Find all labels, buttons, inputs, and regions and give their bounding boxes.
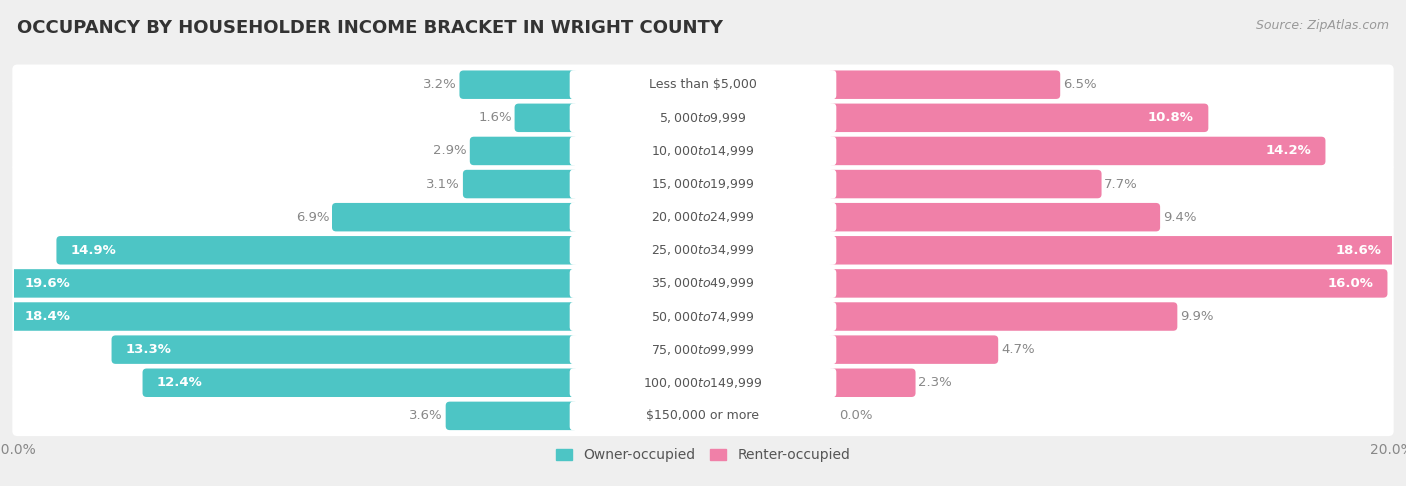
FancyBboxPatch shape bbox=[446, 401, 578, 430]
Text: 12.4%: 12.4% bbox=[157, 376, 202, 389]
Text: 18.6%: 18.6% bbox=[1336, 244, 1382, 257]
FancyBboxPatch shape bbox=[463, 170, 578, 198]
FancyBboxPatch shape bbox=[828, 203, 1160, 231]
Text: 3.2%: 3.2% bbox=[423, 78, 457, 91]
Text: 2.3%: 2.3% bbox=[918, 376, 952, 389]
FancyBboxPatch shape bbox=[828, 302, 1177, 331]
Text: 14.2%: 14.2% bbox=[1265, 144, 1310, 157]
FancyBboxPatch shape bbox=[10, 302, 578, 331]
FancyBboxPatch shape bbox=[569, 335, 837, 364]
FancyBboxPatch shape bbox=[13, 263, 1393, 304]
FancyBboxPatch shape bbox=[13, 230, 1393, 271]
Text: 6.9%: 6.9% bbox=[295, 210, 329, 224]
Text: 6.5%: 6.5% bbox=[1063, 78, 1097, 91]
FancyBboxPatch shape bbox=[569, 170, 837, 199]
Text: 16.0%: 16.0% bbox=[1327, 277, 1374, 290]
Text: 2.9%: 2.9% bbox=[433, 144, 467, 157]
Text: Less than $5,000: Less than $5,000 bbox=[650, 78, 756, 91]
Text: 9.9%: 9.9% bbox=[1180, 310, 1213, 323]
Text: 19.6%: 19.6% bbox=[24, 277, 70, 290]
FancyBboxPatch shape bbox=[470, 137, 578, 165]
FancyBboxPatch shape bbox=[332, 203, 578, 231]
FancyBboxPatch shape bbox=[569, 203, 837, 232]
Text: $75,000 to $99,999: $75,000 to $99,999 bbox=[651, 343, 755, 357]
FancyBboxPatch shape bbox=[828, 170, 1101, 198]
FancyBboxPatch shape bbox=[569, 302, 837, 331]
FancyBboxPatch shape bbox=[828, 70, 1060, 99]
FancyBboxPatch shape bbox=[828, 335, 998, 364]
Text: $150,000 or more: $150,000 or more bbox=[647, 409, 759, 422]
FancyBboxPatch shape bbox=[13, 65, 1393, 105]
Legend: Owner-occupied, Renter-occupied: Owner-occupied, Renter-occupied bbox=[555, 448, 851, 462]
FancyBboxPatch shape bbox=[828, 368, 915, 397]
Text: $50,000 to $74,999: $50,000 to $74,999 bbox=[651, 310, 755, 324]
FancyBboxPatch shape bbox=[828, 269, 1388, 297]
FancyBboxPatch shape bbox=[13, 164, 1393, 204]
Text: 4.7%: 4.7% bbox=[1001, 343, 1035, 356]
Text: 1.6%: 1.6% bbox=[478, 111, 512, 124]
FancyBboxPatch shape bbox=[828, 236, 1396, 264]
FancyBboxPatch shape bbox=[569, 269, 837, 298]
FancyBboxPatch shape bbox=[569, 70, 837, 99]
FancyBboxPatch shape bbox=[569, 103, 837, 132]
Text: 13.3%: 13.3% bbox=[127, 343, 172, 356]
FancyBboxPatch shape bbox=[13, 330, 1393, 370]
Text: Source: ZipAtlas.com: Source: ZipAtlas.com bbox=[1256, 19, 1389, 33]
Text: $15,000 to $19,999: $15,000 to $19,999 bbox=[651, 177, 755, 191]
FancyBboxPatch shape bbox=[10, 269, 578, 297]
Text: 14.9%: 14.9% bbox=[70, 244, 117, 257]
Text: 7.7%: 7.7% bbox=[1104, 177, 1137, 191]
Text: $35,000 to $49,999: $35,000 to $49,999 bbox=[651, 277, 755, 291]
FancyBboxPatch shape bbox=[569, 137, 837, 166]
Text: 9.4%: 9.4% bbox=[1163, 210, 1197, 224]
Text: 0.0%: 0.0% bbox=[839, 409, 873, 422]
FancyBboxPatch shape bbox=[515, 104, 578, 132]
Text: $100,000 to $149,999: $100,000 to $149,999 bbox=[644, 376, 762, 390]
FancyBboxPatch shape bbox=[460, 70, 578, 99]
FancyBboxPatch shape bbox=[569, 368, 837, 398]
FancyBboxPatch shape bbox=[142, 368, 578, 397]
Text: $10,000 to $14,999: $10,000 to $14,999 bbox=[651, 144, 755, 158]
Text: 3.1%: 3.1% bbox=[426, 177, 460, 191]
FancyBboxPatch shape bbox=[569, 401, 837, 431]
FancyBboxPatch shape bbox=[13, 131, 1393, 171]
FancyBboxPatch shape bbox=[13, 396, 1393, 436]
FancyBboxPatch shape bbox=[13, 98, 1393, 138]
Text: $25,000 to $34,999: $25,000 to $34,999 bbox=[651, 243, 755, 257]
FancyBboxPatch shape bbox=[13, 363, 1393, 403]
FancyBboxPatch shape bbox=[13, 296, 1393, 337]
FancyBboxPatch shape bbox=[569, 236, 837, 265]
FancyBboxPatch shape bbox=[828, 137, 1326, 165]
FancyBboxPatch shape bbox=[13, 197, 1393, 237]
Text: 3.6%: 3.6% bbox=[409, 409, 443, 422]
FancyBboxPatch shape bbox=[111, 335, 578, 364]
Text: 10.8%: 10.8% bbox=[1147, 111, 1194, 124]
Text: $5,000 to $9,999: $5,000 to $9,999 bbox=[659, 111, 747, 125]
FancyBboxPatch shape bbox=[828, 104, 1208, 132]
Text: $20,000 to $24,999: $20,000 to $24,999 bbox=[651, 210, 755, 224]
Text: OCCUPANCY BY HOUSEHOLDER INCOME BRACKET IN WRIGHT COUNTY: OCCUPANCY BY HOUSEHOLDER INCOME BRACKET … bbox=[17, 19, 723, 37]
FancyBboxPatch shape bbox=[56, 236, 578, 264]
Text: 18.4%: 18.4% bbox=[24, 310, 70, 323]
